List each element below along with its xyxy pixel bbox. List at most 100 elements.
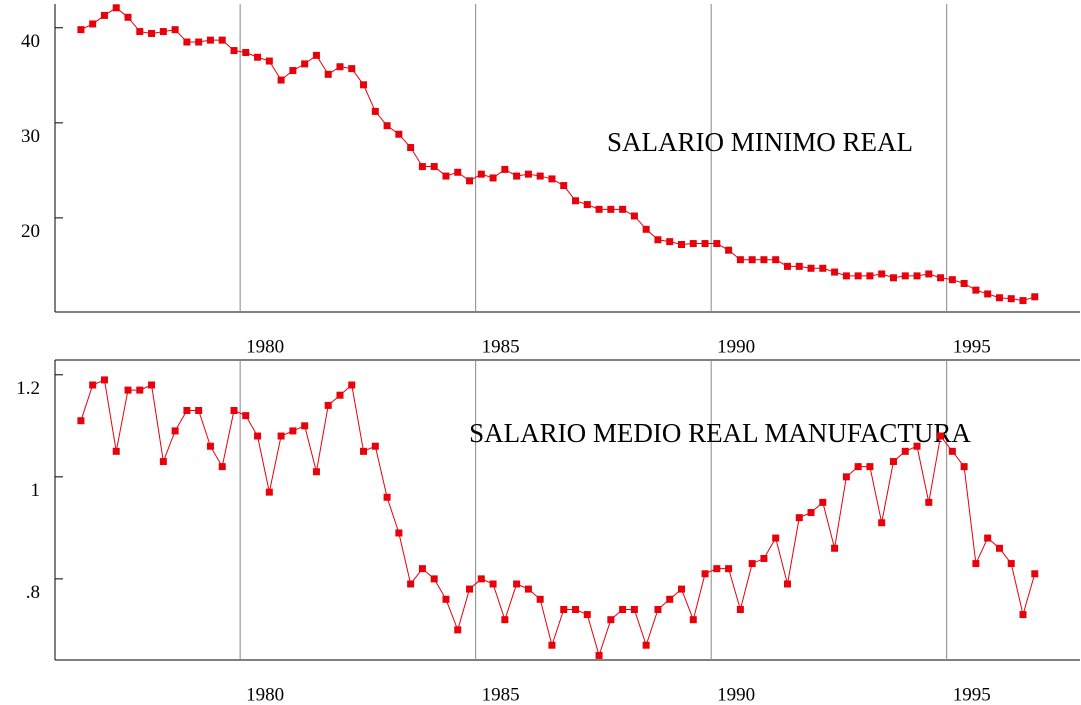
- data-point: [148, 29, 156, 37]
- y-tick-label: 40: [21, 31, 40, 52]
- x-tick-label: 1995: [953, 684, 991, 705]
- data-point: [960, 463, 968, 471]
- data-point: [383, 122, 391, 130]
- data-point: [607, 205, 615, 213]
- data-point: [360, 447, 368, 455]
- data-point: [301, 422, 309, 430]
- series-line: [80, 7, 1035, 302]
- data-point: [713, 240, 721, 248]
- data-point: [854, 272, 862, 280]
- data-point: [677, 585, 685, 593]
- data-point: [501, 165, 509, 173]
- data-point: [889, 458, 897, 466]
- data-point: [772, 534, 780, 542]
- data-point: [725, 565, 733, 573]
- data-point: [831, 544, 839, 552]
- data-point: [572, 197, 580, 205]
- data-point: [89, 381, 97, 389]
- data-point: [783, 580, 791, 588]
- data-point: [948, 447, 956, 455]
- annotation: SALARIO MEDIO REAL MANUFACTURA: [469, 418, 971, 448]
- data-point: [866, 463, 874, 471]
- data-point: [619, 605, 627, 613]
- data-point: [383, 493, 391, 501]
- data-point: [524, 170, 532, 178]
- data-point: [972, 286, 980, 294]
- data-point: [689, 240, 697, 248]
- data-point: [560, 605, 568, 613]
- data-point: [312, 468, 320, 476]
- data-point: [913, 272, 921, 280]
- data-point: [124, 13, 132, 21]
- data-point: [407, 144, 415, 152]
- data-point: [1019, 297, 1027, 305]
- data-point: [642, 225, 650, 233]
- data-point: [301, 60, 309, 68]
- data-point: [1019, 611, 1027, 619]
- data-point: [489, 580, 497, 588]
- x-tick-label: 1980: [246, 336, 284, 357]
- y-tick-label: 30: [21, 126, 40, 147]
- data-point: [901, 447, 909, 455]
- x-tick-label: 1980: [246, 684, 284, 705]
- data-point: [277, 432, 285, 440]
- data-point: [795, 514, 803, 522]
- data-point: [984, 534, 992, 542]
- data-point: [536, 172, 544, 180]
- data-point: [477, 170, 485, 178]
- data-point: [819, 264, 827, 272]
- series-line: [80, 379, 1036, 658]
- data-point: [677, 241, 685, 249]
- annotation: SALARIO MINIMO REAL: [607, 127, 913, 157]
- data-point: [254, 53, 262, 61]
- data-point: [230, 47, 238, 55]
- data-point: [536, 595, 544, 603]
- data-point: [925, 270, 933, 278]
- x-tick-label: 1985: [482, 684, 520, 705]
- data-point: [89, 20, 97, 28]
- data-point: [324, 70, 332, 78]
- data-point: [206, 442, 214, 450]
- data-point: [100, 376, 108, 384]
- data-point: [371, 442, 379, 450]
- data-point: [689, 616, 697, 624]
- data-point: [560, 182, 568, 190]
- data-point: [348, 381, 356, 389]
- data-point: [937, 432, 945, 440]
- data-point: [136, 386, 144, 394]
- data-point: [831, 268, 839, 276]
- data-point: [1007, 560, 1015, 568]
- x-tick-label: 1985: [482, 336, 520, 357]
- data-point: [171, 26, 179, 34]
- data-point: [607, 616, 615, 624]
- data-point: [948, 276, 956, 284]
- data-point: [972, 560, 980, 568]
- data-point: [713, 565, 721, 573]
- data-point: [218, 463, 226, 471]
- data-point: [454, 626, 462, 634]
- data-point: [666, 595, 674, 603]
- data-point: [701, 240, 709, 248]
- y-tick-label: 1: [31, 480, 41, 501]
- data-point: [242, 48, 250, 56]
- data-point: [206, 36, 214, 44]
- data-point: [159, 458, 167, 466]
- data-point: [395, 130, 403, 138]
- data-point: [265, 488, 273, 496]
- data-point: [183, 407, 191, 415]
- data-point: [218, 36, 226, 44]
- data-point: [866, 272, 874, 280]
- data-point: [1031, 293, 1039, 301]
- y-tick-label: .8: [26, 582, 40, 603]
- data-point: [995, 544, 1003, 552]
- data-point: [77, 26, 85, 34]
- x-tick-label: 1995: [953, 336, 991, 357]
- data-point: [878, 270, 886, 278]
- data-point: [583, 201, 591, 209]
- data-point: [524, 585, 532, 593]
- data-point: [736, 256, 744, 264]
- data-point: [195, 38, 203, 46]
- data-point: [572, 605, 580, 613]
- data-point: [807, 264, 815, 272]
